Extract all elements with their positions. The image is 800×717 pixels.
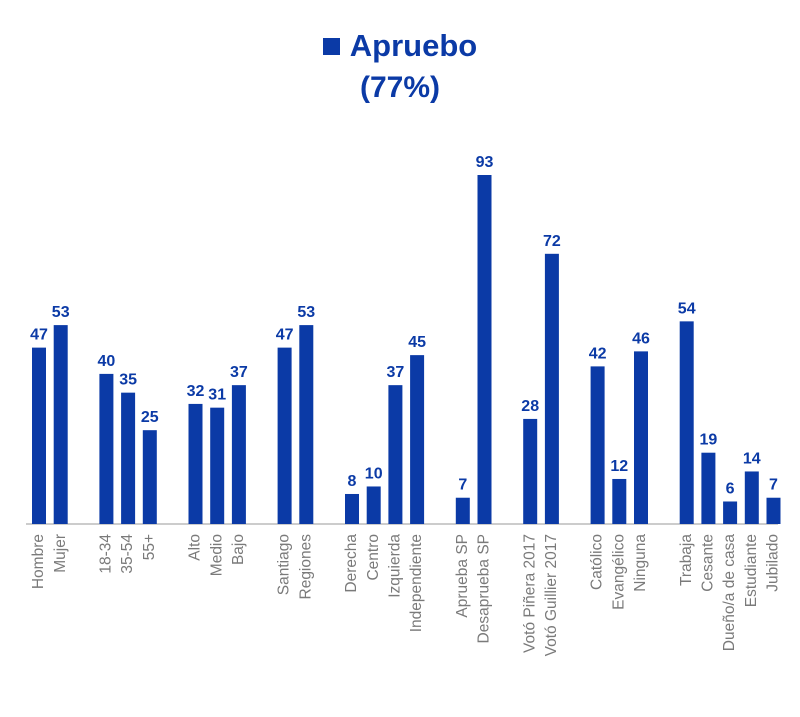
value-label-cesante: 19 <box>700 432 718 449</box>
value-label-35-54: 35 <box>119 372 137 389</box>
value-label-18-34: 40 <box>98 353 116 370</box>
category-label-estudiante: Estudiante <box>743 534 760 607</box>
category-label-hombre: Hombre <box>30 534 47 589</box>
bar-alto <box>188 403 203 524</box>
bar-estudiante <box>744 471 759 524</box>
value-label-dueno-a-de-casa: 6 <box>726 480 735 497</box>
value-label-bajo: 37 <box>230 364 248 381</box>
value-label-ninguna: 46 <box>632 330 650 347</box>
bar-medio <box>210 407 225 524</box>
category-label-catolico: Católico <box>589 534 606 590</box>
legend-label: Apruebo <box>349 28 478 63</box>
chart-legend: Apruebo (77%) <box>0 28 800 108</box>
category-label-ninguna: Ninguna <box>632 534 649 592</box>
category-label-alto: Alto <box>187 534 204 561</box>
category-label-trabaja: Trabaja <box>678 534 695 586</box>
bar-derecha <box>345 493 359 524</box>
category-label-centro: Centro <box>365 534 382 581</box>
bar-santiago <box>277 347 292 524</box>
value-label-derecha: 8 <box>348 473 357 490</box>
category-label-voto-guillier-2017: Votó Guillier 2017 <box>543 534 560 656</box>
bar-regiones <box>299 325 314 524</box>
category-label-55: 55+ <box>141 534 158 560</box>
bar-dueno-a-de-casa <box>723 501 738 524</box>
value-label-centro: 10 <box>365 465 383 482</box>
value-label-desaprueba-sp: 93 <box>476 154 494 171</box>
category-label-mujer: Mujer <box>52 534 69 573</box>
value-label-55: 25 <box>141 409 159 426</box>
bar-35-54 <box>121 392 136 524</box>
value-label-estudiante: 14 <box>743 450 761 467</box>
bar-aprueba-sp <box>455 497 470 524</box>
value-label-catolico: 42 <box>589 345 607 362</box>
bar-jubilado <box>766 497 781 524</box>
value-label-jubilado: 7 <box>769 477 778 494</box>
category-label-desaprueba-sp: Desaprueba SP <box>476 534 493 643</box>
value-label-santiago: 47 <box>276 327 294 344</box>
bar-evangelico <box>612 478 627 524</box>
bar-desaprueba-sp <box>477 175 492 524</box>
bars-group <box>32 175 781 524</box>
category-label-voto-pinera-2017: Votó Piñera 2017 <box>521 534 538 653</box>
category-label-18-34: 18-34 <box>97 534 114 574</box>
value-label-regiones: 53 <box>297 304 315 321</box>
bar-voto-guillier-2017 <box>544 253 559 524</box>
category-label-35-54: 35-54 <box>119 534 136 574</box>
category-label-independiente: Independiente <box>408 534 425 632</box>
category-label-regiones: Regiones <box>297 534 314 600</box>
category-label-santiago: Santiago <box>276 534 293 595</box>
bar-cesante <box>701 452 716 524</box>
bar-ninguna <box>634 351 648 524</box>
category-label-derecha: Derecha <box>343 534 360 593</box>
category-labels-group: Hombre Mujer 18-34 35-54 55+ Alto Medio Bajo San… <box>30 534 782 657</box>
value-label-hombre: 47 <box>30 327 48 344</box>
value-label-izquierda: 37 <box>387 364 405 381</box>
category-label-medio: Medio <box>208 534 225 576</box>
value-label-trabaja: 54 <box>678 300 696 317</box>
bar-bajo <box>231 385 246 524</box>
category-label-evangelico: Evangélico <box>610 534 627 610</box>
bar-voto-pinera-2017 <box>523 418 538 524</box>
value-label-voto-guillier-2017: 72 <box>543 233 561 250</box>
value-label-aprueba-sp: 7 <box>458 477 467 494</box>
bar-izquierda <box>388 385 403 524</box>
bar-independiente <box>410 355 425 524</box>
category-label-dueno-a-de-casa: Dueño/a de casa <box>721 534 738 652</box>
value-label-medio: 31 <box>208 387 226 404</box>
bar-hombre <box>32 347 46 524</box>
category-label-bajo: Bajo <box>230 534 247 565</box>
bar-trabaja <box>679 321 694 524</box>
value-label-alto: 32 <box>187 383 205 400</box>
bar-18-34 <box>99 373 114 524</box>
bar-mujer <box>53 325 68 524</box>
category-label-jubilado: Jubilado <box>765 534 782 592</box>
value-label-evangelico: 12 <box>610 458 628 475</box>
legend-subtitle: (77%) <box>359 71 441 104</box>
category-label-aprueba-sp: Aprueba SP <box>454 534 471 618</box>
category-label-cesante: Cesante <box>699 534 716 592</box>
bar-55 <box>142 430 157 524</box>
value-label-voto-pinera-2017: 28 <box>521 398 539 415</box>
value-label-independiente: 45 <box>408 334 426 351</box>
bar-centro <box>366 486 381 524</box>
bar-catolico <box>590 366 605 524</box>
legend-swatch <box>322 37 340 55</box>
category-label-izquierda: Izquierda <box>386 534 403 598</box>
value-label-mujer: 53 <box>52 304 70 321</box>
